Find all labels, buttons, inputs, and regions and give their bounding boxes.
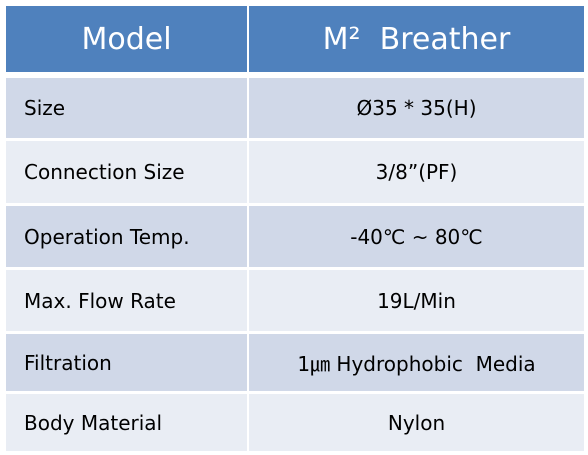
row-label: Body Material bbox=[6, 394, 247, 451]
spec-table: Model M² Breather Size Ø35 * 35(H) Connectio… bbox=[6, 6, 584, 451]
header-cell: Model bbox=[6, 6, 247, 72]
row-value: 19L/Min bbox=[249, 270, 584, 331]
row-label: Size bbox=[6, 78, 247, 138]
row-value: 3/8”(PF) bbox=[249, 141, 584, 203]
row-label: Connection Size bbox=[6, 141, 247, 203]
row-label: Max. Flow Rate bbox=[6, 270, 247, 331]
row-value: 1㎛ Hydrophobic Media bbox=[249, 334, 584, 391]
row-value: Ø35 * 35(H) bbox=[249, 78, 584, 138]
row-label: Filtration bbox=[6, 334, 247, 391]
row-value: Nylon bbox=[249, 394, 584, 451]
header-cell: M² Breather bbox=[249, 6, 584, 72]
row-label: Operation Temp. bbox=[6, 206, 247, 267]
row-value: -40℃ ~ 80℃ bbox=[249, 206, 584, 267]
